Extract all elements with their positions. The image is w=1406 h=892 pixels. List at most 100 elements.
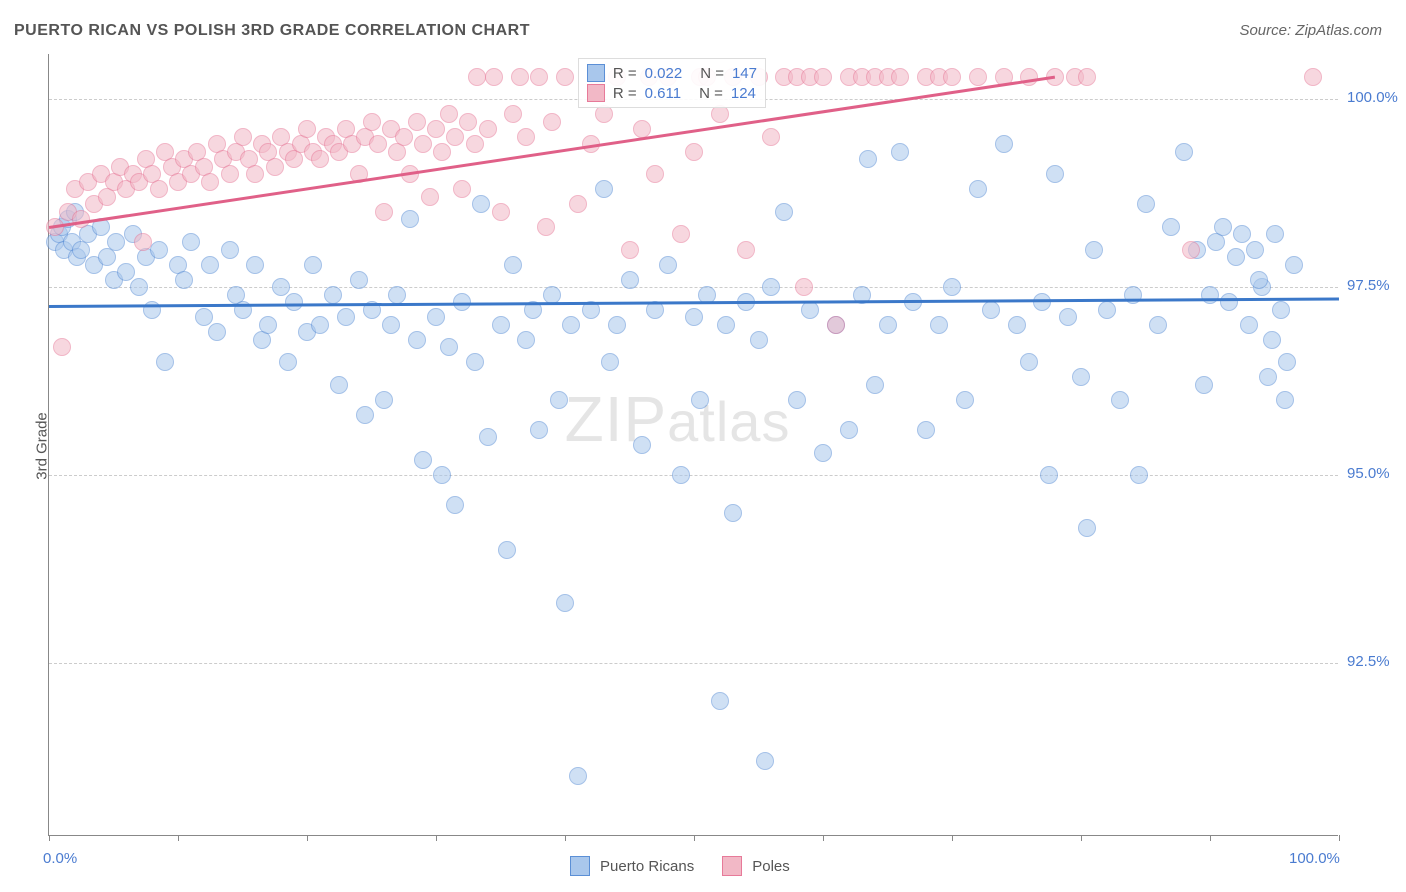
scatter-point-puerto_ricans: [388, 286, 406, 304]
scatter-point-puerto_ricans: [956, 391, 974, 409]
scatter-plot-area: ZIPatlas 92.5%95.0%97.5%100.0%0.0%100.0%…: [48, 54, 1338, 836]
y-tick-label: 100.0%: [1347, 89, 1398, 106]
legend-swatch: [587, 64, 605, 82]
scatter-point-puerto_ricans: [1246, 241, 1264, 259]
scatter-point-poles: [646, 165, 664, 183]
scatter-point-puerto_ricans: [1259, 368, 1277, 386]
scatter-point-poles: [492, 203, 510, 221]
scatter-point-puerto_ricans: [569, 767, 587, 785]
scatter-point-poles: [453, 180, 471, 198]
x-tick: [1210, 835, 1211, 841]
scatter-point-puerto_ricans: [859, 150, 877, 168]
r-value: 0.611: [645, 85, 681, 102]
scatter-point-puerto_ricans: [143, 301, 161, 319]
scatter-point-puerto_ricans: [466, 353, 484, 371]
scatter-point-puerto_ricans: [762, 278, 780, 296]
scatter-point-puerto_ricans: [879, 316, 897, 334]
scatter-point-poles: [427, 120, 445, 138]
scatter-point-poles: [134, 233, 152, 251]
scatter-point-puerto_ricans: [492, 316, 510, 334]
scatter-point-poles: [511, 68, 529, 86]
scatter-point-poles: [556, 68, 574, 86]
scatter-point-puerto_ricans: [891, 143, 909, 161]
scatter-point-poles: [504, 105, 522, 123]
scatter-point-poles: [440, 105, 458, 123]
scatter-point-puerto_ricans: [1263, 331, 1281, 349]
x-tick: [49, 835, 50, 841]
scatter-point-poles: [485, 68, 503, 86]
legend-swatch: [587, 84, 605, 102]
scatter-point-poles: [762, 128, 780, 146]
scatter-point-puerto_ricans: [995, 135, 1013, 153]
scatter-point-puerto_ricans: [504, 256, 522, 274]
scatter-point-puerto_ricans: [130, 278, 148, 296]
scatter-point-puerto_ricans: [117, 263, 135, 281]
scatter-point-puerto_ricans: [775, 203, 793, 221]
scatter-point-puerto_ricans: [1201, 286, 1219, 304]
x-tick: [1339, 835, 1340, 841]
scatter-point-puerto_ricans: [1111, 391, 1129, 409]
scatter-point-puerto_ricans: [724, 504, 742, 522]
scatter-point-poles: [814, 68, 832, 86]
scatter-point-poles: [1304, 68, 1322, 86]
scatter-point-puerto_ricans: [408, 331, 426, 349]
scatter-point-puerto_ricans: [279, 353, 297, 371]
scatter-point-poles: [234, 128, 252, 146]
scatter-point-puerto_ricans: [375, 391, 393, 409]
scatter-point-puerto_ricans: [685, 308, 703, 326]
scatter-point-poles: [543, 113, 561, 131]
scatter-point-poles: [414, 135, 432, 153]
scatter-point-puerto_ricans: [337, 308, 355, 326]
source-attribution: Source: ZipAtlas.com: [1239, 22, 1382, 39]
scatter-point-puerto_ricans: [285, 293, 303, 311]
scatter-point-puerto_ricans: [304, 256, 322, 274]
scatter-point-puerto_ricans: [1276, 391, 1294, 409]
scatter-point-poles: [369, 135, 387, 153]
scatter-point-puerto_ricans: [1098, 301, 1116, 319]
scatter-point-puerto_ricans: [717, 316, 735, 334]
n-label: N =: [700, 65, 724, 82]
scatter-point-puerto_ricans: [756, 752, 774, 770]
x-tick-label: 100.0%: [1289, 850, 1396, 867]
x-tick: [436, 835, 437, 841]
legend-stats-box: R =0.022N =147R =0.611N =124: [578, 58, 766, 108]
n-label: N =: [699, 85, 723, 102]
y-tick-label: 97.5%: [1347, 277, 1390, 294]
scatter-point-puerto_ricans: [1175, 143, 1193, 161]
scatter-point-puerto_ricans: [427, 308, 445, 326]
scatter-point-puerto_ricans: [356, 406, 374, 424]
scatter-point-puerto_ricans: [1195, 376, 1213, 394]
scatter-point-puerto_ricans: [917, 421, 935, 439]
scatter-point-puerto_ricans: [866, 376, 884, 394]
legend-series-label: Puerto Ricans: [600, 858, 694, 875]
scatter-point-poles: [375, 203, 393, 221]
gridline-h: [49, 663, 1338, 664]
chart-title: PUERTO RICAN VS POLISH 3RD GRADE CORRELA…: [14, 22, 530, 40]
legend-stats-row: R =0.022N =147: [587, 63, 757, 83]
scatter-point-puerto_ricans: [1059, 308, 1077, 326]
n-value: 147: [732, 65, 757, 82]
scatter-point-puerto_ricans: [433, 466, 451, 484]
scatter-point-puerto_ricans: [156, 353, 174, 371]
x-tick: [952, 835, 953, 841]
r-label: R =: [613, 85, 637, 102]
scatter-point-poles: [517, 128, 535, 146]
scatter-point-puerto_ricans: [562, 316, 580, 334]
scatter-point-puerto_ricans: [1020, 353, 1038, 371]
scatter-point-puerto_ricans: [195, 308, 213, 326]
scatter-point-puerto_ricans: [208, 323, 226, 341]
scatter-point-poles: [53, 338, 71, 356]
scatter-point-puerto_ricans: [621, 271, 639, 289]
scatter-point-puerto_ricans: [601, 353, 619, 371]
scatter-point-puerto_ricans: [330, 376, 348, 394]
scatter-point-puerto_ricans: [750, 331, 768, 349]
scatter-point-puerto_ricans: [201, 256, 219, 274]
scatter-point-puerto_ricans: [221, 241, 239, 259]
scatter-point-puerto_ricans: [1233, 225, 1251, 243]
watermark: ZIPatlas: [565, 382, 791, 456]
x-tick: [823, 835, 824, 841]
scatter-point-puerto_ricans: [1149, 316, 1167, 334]
scatter-point-puerto_ricans: [840, 421, 858, 439]
legend-bottom: Puerto RicansPoles: [570, 856, 808, 876]
scatter-point-puerto_ricans: [350, 271, 368, 289]
